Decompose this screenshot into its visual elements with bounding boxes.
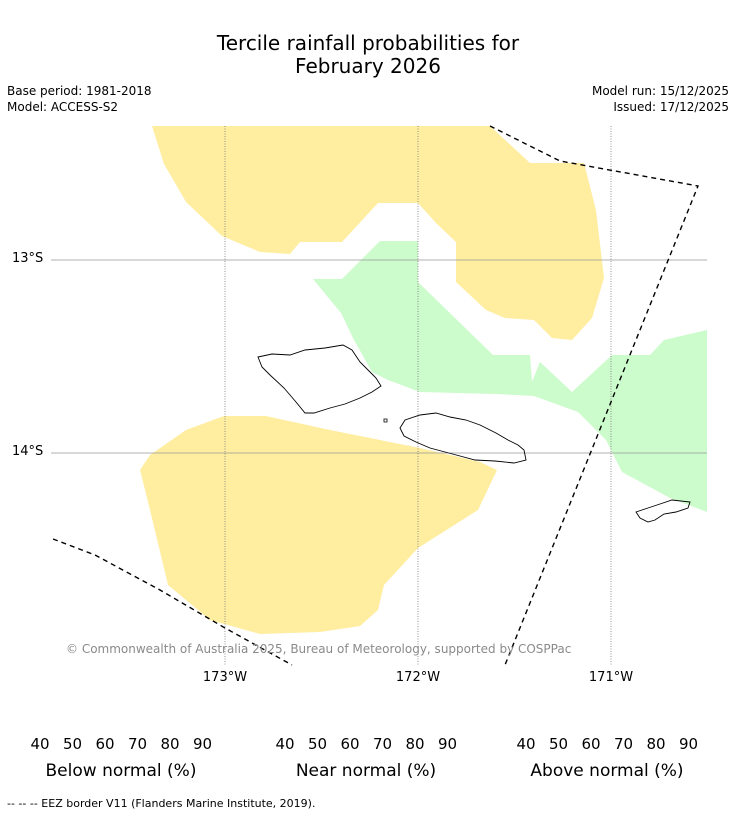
eez-legend-footer: -- -- -- EEZ border V11 (Flanders Marine… [7, 797, 316, 810]
base-period: Base period: 1981-2018 [7, 84, 152, 98]
colorbar-above-normal-tick-40: 40 [516, 735, 536, 753]
colorbar-near-normal-tick-40: 40 [275, 735, 295, 753]
colorbar-near-normal-tick-90: 90 [437, 735, 458, 753]
colorbar-below-normal-tick-40: 40 [30, 735, 50, 753]
lat-label-13s: 13°S [12, 251, 44, 266]
colorbar-below-normal-tick-70: 70 [127, 735, 148, 753]
savaii-island [257, 344, 382, 414]
colorbar-above-normal-label: Above normal (%) [530, 761, 684, 781]
colorbar-above-normal-tick-60: 60 [581, 735, 601, 753]
copyright-notice: © Commonwealth of Australia 2025, Bureau… [66, 642, 572, 656]
eez-border-north [489, 125, 699, 666]
lat-label-14s: 14°S [12, 444, 44, 459]
model-name: Model: ACCESS-S2 [7, 100, 119, 114]
colorbar-above-normal-tick-90: 90 [678, 735, 699, 753]
model-run-date: Model run: 15/12/2025 [591, 84, 729, 98]
map-title-line1: Tercile rainfall probabilities for [216, 31, 520, 55]
issued-date: Issued: 17/12/2025 [613, 100, 729, 114]
eez-border-southwest [52, 538, 293, 666]
manono-island [383, 418, 388, 423]
map-canvas [51, 125, 707, 666]
colorbar-below-normal-tick-50: 50 [62, 735, 83, 753]
colorbar-above-normal-tick-70: 70 [613, 735, 634, 753]
tutuila-island [635, 499, 691, 523]
colorbar-below-normal-label: Below normal (%) [45, 761, 197, 781]
colorbar-below-normal-tick-60: 60 [95, 735, 115, 753]
colorbar-below-normal-tick-80: 80 [160, 735, 180, 753]
colorbar-near-normal-label: Near normal (%) [295, 761, 437, 781]
below-normal-region-south [140, 416, 497, 634]
upolu-island [399, 412, 527, 464]
map-title-line2: February 2026 [295, 54, 441, 78]
colorbar-near-normal-tick-50: 50 [307, 735, 328, 753]
above-normal-region-central [313, 241, 707, 512]
colorbar-near-normal-tick-80: 80 [405, 735, 425, 753]
below-normal-region-north [152, 126, 604, 340]
lon-label-171w: 171°W [588, 670, 634, 685]
colorbar-above-normal-tick-50: 50 [548, 735, 569, 753]
colorbar-near-normal-tick-70: 70 [372, 735, 393, 753]
colorbar-near-normal-tick-60: 60 [340, 735, 360, 753]
lon-label-172w: 172°W [395, 670, 441, 685]
lon-label-173w: 173°W [202, 670, 248, 685]
colorbar-above-normal-tick-80: 80 [646, 735, 666, 753]
colorbar-below-normal-tick-90: 90 [192, 735, 213, 753]
